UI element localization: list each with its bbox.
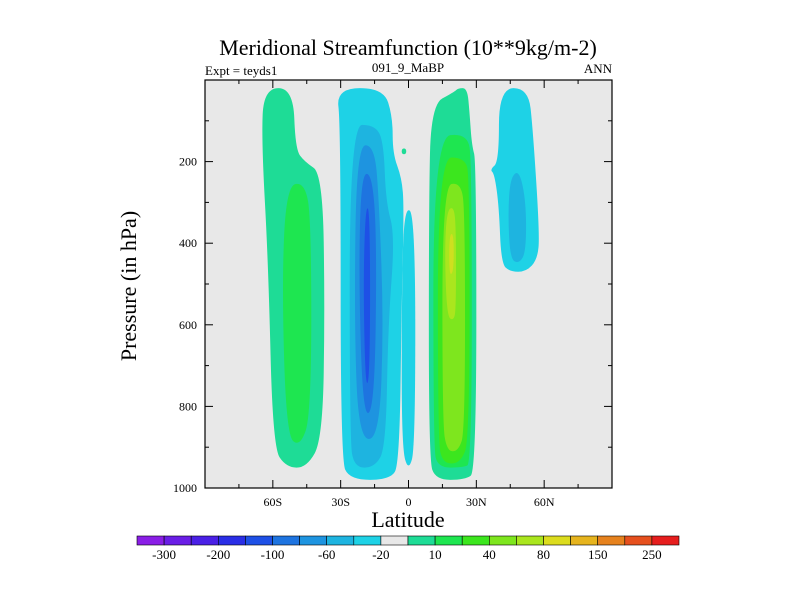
contour-nh-hadley-l6 <box>449 233 454 274</box>
contour-eq-speck <box>401 148 407 155</box>
colorbar-label: 150 <box>588 547 608 562</box>
colorbar-swatch <box>651 535 680 546</box>
colorbar-label: 40 <box>483 547 496 562</box>
colorbar-label: 250 <box>642 547 662 562</box>
contour-sh-ferrel-inner <box>283 183 312 443</box>
colorbar-swatch <box>543 535 571 546</box>
colorbar-swatch <box>624 535 653 546</box>
subtitle-right: ANN <box>584 61 613 76</box>
colorbar: -300 -200 -100 -60 -20 10 40 80 150 250 <box>136 535 680 562</box>
colorbar-label: -300 <box>152 547 176 562</box>
y-tick-label: 200 <box>179 155 197 169</box>
colorbar-swatch <box>299 535 328 546</box>
colorbar-swatch <box>461 535 490 546</box>
colorbar-label: 10 <box>429 547 442 562</box>
colorbar-swatch <box>353 535 382 546</box>
colorbar-swatch <box>488 535 517 546</box>
x-axis-label: Latitude <box>371 507 444 532</box>
colorbar-swatch <box>407 535 436 546</box>
colorbar-label: -200 <box>206 547 230 562</box>
y-axis-ticks: 200 400 600 800 1000 <box>173 120 612 495</box>
x-tick-label: 60N <box>534 495 555 509</box>
x-tick-label: 30N <box>466 495 487 509</box>
colorbar-swatch <box>380 535 409 546</box>
colorbar-swatch <box>570 535 598 546</box>
x-axis-ticks: 60S 30S 0 30N 60N <box>238 80 579 509</box>
colorbar-swatch <box>136 535 165 546</box>
y-tick-label: 1000 <box>173 481 197 495</box>
colorbar-swatch <box>326 535 355 546</box>
colorbar-swatch <box>163 535 192 546</box>
y-tick-label: 400 <box>179 236 197 250</box>
colorbar-swatch <box>245 535 273 546</box>
chart-title: Meridional Streamfunction (10**9kg/m-2) <box>219 35 597 60</box>
colorbar-swatch <box>434 535 463 546</box>
colorbar-swatch <box>272 535 300 546</box>
contour-layer <box>262 88 539 480</box>
colorbar-swatch <box>516 535 544 546</box>
colorbar-label: -60 <box>318 547 335 562</box>
colorbar-label: -100 <box>261 547 285 562</box>
colorbar-label: -20 <box>372 547 389 562</box>
contour-equator-tongue <box>401 210 416 466</box>
x-tick-label: 0 <box>406 495 412 509</box>
colorbar-label: 80 <box>537 547 550 562</box>
y-axis-label: Pressure (in hPa) <box>116 211 141 361</box>
y-tick-label: 800 <box>179 399 197 413</box>
contour-sh-hadley-l5 <box>363 208 371 384</box>
x-tick-label: 60S <box>263 495 282 509</box>
colorbar-swatch <box>218 535 246 546</box>
colorbar-swatch <box>597 535 626 546</box>
x-tick-label: 30S <box>331 495 350 509</box>
contour-nh-cell-inner <box>508 173 527 263</box>
subtitle-left: Expt = teyds1 <box>205 63 277 78</box>
y-tick-label: 600 <box>179 318 197 332</box>
colorbar-swatch <box>190 535 219 546</box>
subtitle-center: 091_9_MaBP <box>372 60 444 75</box>
